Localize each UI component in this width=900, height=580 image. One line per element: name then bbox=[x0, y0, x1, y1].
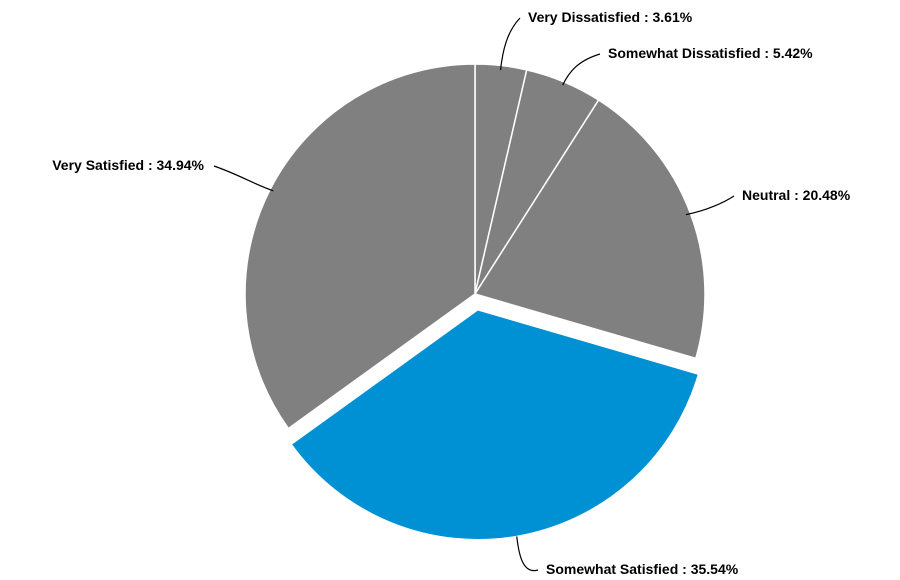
labels-layer: Very Dissatisfied : 3.61% Somewhat Dissat… bbox=[52, 9, 850, 577]
slice-label-somewhat-dissatisfied: Somewhat Dissatisfied : 5.42% bbox=[608, 45, 813, 61]
pie-slice-neutral bbox=[474, 99, 706, 360]
slice-label-neutral: Neutral : 20.48% bbox=[742, 187, 851, 203]
leader-line-very-satisfied bbox=[213, 165, 274, 192]
slice-label-very-dissatisfied: Very Dissatisfied : 3.61% bbox=[528, 9, 693, 25]
slice-label-somewhat-satisfied: Somewhat Satisfied : 35.54% bbox=[546, 561, 739, 577]
leader-line-very-dissatisfied bbox=[499, 17, 521, 71]
slices-layer bbox=[244, 63, 706, 541]
slice-label-very-satisfied: Very Satisfied : 34.94% bbox=[52, 157, 204, 173]
pie-slice-somewhat-satisfied bbox=[290, 309, 700, 541]
leader-line-somewhat-dissatisfied bbox=[562, 53, 601, 86]
leader-lines-layer bbox=[213, 17, 735, 572]
leader-line-neutral bbox=[685, 195, 735, 216]
leader-line-somewhat-satisfied bbox=[516, 536, 539, 572]
